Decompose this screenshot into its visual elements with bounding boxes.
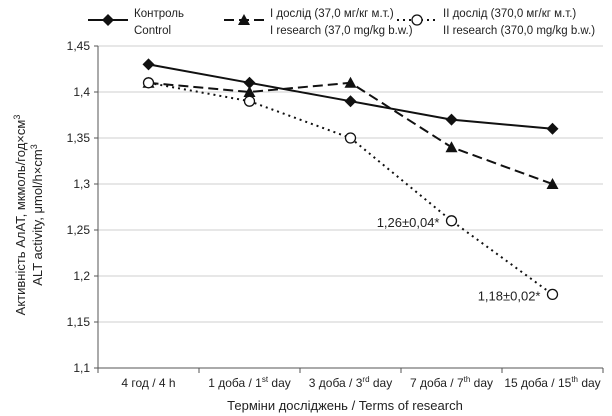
data-point-series-2 bbox=[344, 76, 357, 88]
y-tick-label: 1,4 bbox=[73, 85, 90, 99]
annotations: 1,26±0,04* 1,18±0,02* bbox=[377, 215, 541, 304]
y-axis-title-line2: ALT activity, μmol/h×cm3 bbox=[29, 144, 45, 285]
x-tick-label: 1 доба / 1st day bbox=[208, 375, 291, 390]
legend-marker-3 bbox=[411, 14, 423, 26]
data-point-series-2 bbox=[243, 86, 256, 97]
series-markers bbox=[142, 58, 559, 301]
data-point-series-3 bbox=[243, 95, 256, 107]
data-point-series-3 bbox=[445, 215, 458, 227]
data-point-series-1 bbox=[546, 122, 559, 135]
y-tick-label: 1,45 bbox=[67, 39, 91, 53]
legend-label: І дослід (37,0 мг/кг м.т.) bbox=[270, 8, 394, 20]
x-tick-label: 3 доба / 3rd day bbox=[309, 375, 392, 390]
y-axis-title-line1-sup: 3 bbox=[12, 115, 22, 120]
x-axis-title: Терміни досліджень / Terms of research bbox=[227, 398, 463, 413]
y-tick-label: 1,1 bbox=[73, 361, 90, 375]
y-tick-labels: 1,1 1,15 1,2 1,25 1,3 1,35 1,4 1,45 bbox=[67, 39, 91, 375]
legend-label: ІІ дослід (370,0 мг/кг м.т.) bbox=[443, 8, 576, 20]
legend-label: Control bbox=[134, 25, 171, 37]
legend-marker-2 bbox=[238, 14, 250, 25]
y-tick-label: 1,35 bbox=[67, 131, 91, 145]
legend-label: I research (37,0 mg/kg b.w.) bbox=[270, 25, 413, 37]
y-tick-label: 1,25 bbox=[67, 223, 91, 237]
y-tick-label: 1,2 bbox=[73, 269, 90, 283]
data-point-series-2 bbox=[546, 178, 559, 189]
data-label: 1,26±0,04* bbox=[377, 215, 440, 230]
axes bbox=[94, 45, 604, 373]
y-axis-title-line1: Активність АлАТ, мкмоль/год×см3 bbox=[12, 115, 28, 316]
data-label: 1,18±0,02* bbox=[478, 288, 541, 303]
legend: Контроль Control І дослід (37,0 мг/кг м.т.… bbox=[88, 8, 595, 37]
data-point-series-1 bbox=[445, 113, 458, 126]
data-point-series-1 bbox=[142, 58, 155, 71]
y-tick-label: 1,3 bbox=[73, 177, 90, 191]
legend-label: Контроль bbox=[134, 8, 184, 20]
data-point-series-3 bbox=[142, 77, 155, 89]
x-tick-label: 4 год / 4 h bbox=[121, 376, 175, 390]
data-point-series-3 bbox=[546, 288, 559, 301]
data-point-series-2 bbox=[445, 141, 458, 153]
x-tick-label: 7 доба / 7th day bbox=[410, 375, 493, 390]
legend-marker-1 bbox=[102, 14, 114, 26]
y-axis-title-line2-sup: 3 bbox=[29, 144, 39, 149]
x-tick-labels: 4 год / 4 h 1 доба / 1st day 3 доба / 3rd … bbox=[121, 375, 600, 390]
x-tick-label: 15 доба / 15th day bbox=[504, 375, 600, 390]
y-tick-label: 1,15 bbox=[67, 315, 91, 329]
data-point-series-1 bbox=[243, 76, 256, 89]
series-line-3 bbox=[148, 81, 554, 296]
legend-label: II research (370,0 mg/kg b.w.) bbox=[443, 25, 595, 37]
data-point-series-1 bbox=[344, 95, 357, 108]
data-point-series-3 bbox=[344, 132, 357, 144]
